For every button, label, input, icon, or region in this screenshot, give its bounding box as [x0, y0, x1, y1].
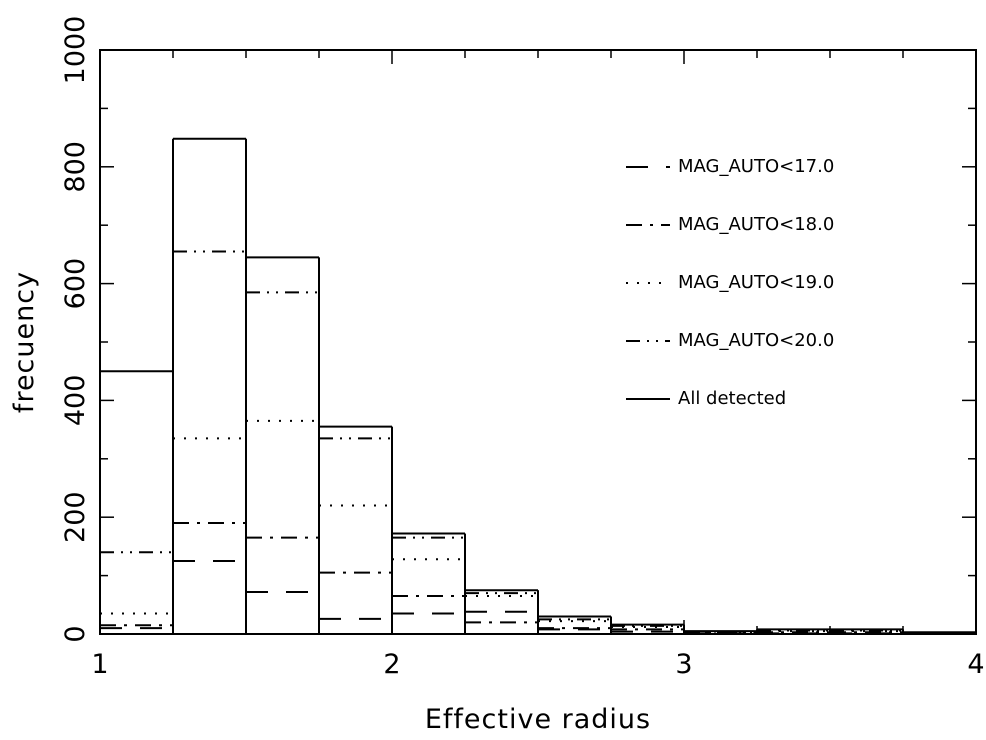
x-tick-label: 3 — [675, 649, 692, 680]
legend-label: MAG_AUTO<18.0 — [678, 214, 834, 235]
legend-item: MAG_AUTO<18.0 — [626, 214, 834, 235]
legend-item: All detected — [626, 388, 786, 409]
y-tick-label: 1000 — [60, 16, 91, 85]
x-axis-label: Effective radius — [425, 704, 651, 735]
x-tick-label: 1 — [91, 649, 108, 680]
x-tick-label: 4 — [967, 649, 984, 680]
axis-ticks — [99, 49, 977, 635]
legend-label: MAG_AUTO<19.0 — [678, 272, 834, 293]
y-tick-label: 0 — [60, 625, 91, 642]
legend-item: MAG_AUTO<17.0 — [626, 156, 834, 177]
y-tick-label: 800 — [60, 141, 91, 193]
axis-tick-labels: 1 2 3 4 0 200 400 600 800 1000 — [60, 16, 985, 680]
series-3 — [100, 250, 976, 634]
legend-item: MAG_AUTO<20.0 — [626, 330, 834, 351]
plot-frame — [99, 49, 977, 635]
histogram-series — [99, 137, 977, 635]
legend-label: All detected — [678, 388, 786, 409]
legend-label: MAG_AUTO<17.0 — [678, 156, 834, 177]
y-tick-label: 200 — [60, 491, 91, 543]
legend: MAG_AUTO<17.0 MAG_AUTO<18.0 MAG_AUTO<19.0 M… — [626, 156, 834, 409]
x-tick-label: 2 — [383, 649, 400, 680]
y-axis-label: frecuency — [9, 271, 40, 413]
legend-item: MAG_AUTO<19.0 — [626, 272, 834, 293]
y-tick-label: 400 — [60, 375, 91, 427]
series-4 — [99, 137, 977, 634]
legend-label: MAG_AUTO<20.0 — [678, 330, 834, 351]
y-tick-label: 600 — [60, 258, 91, 310]
